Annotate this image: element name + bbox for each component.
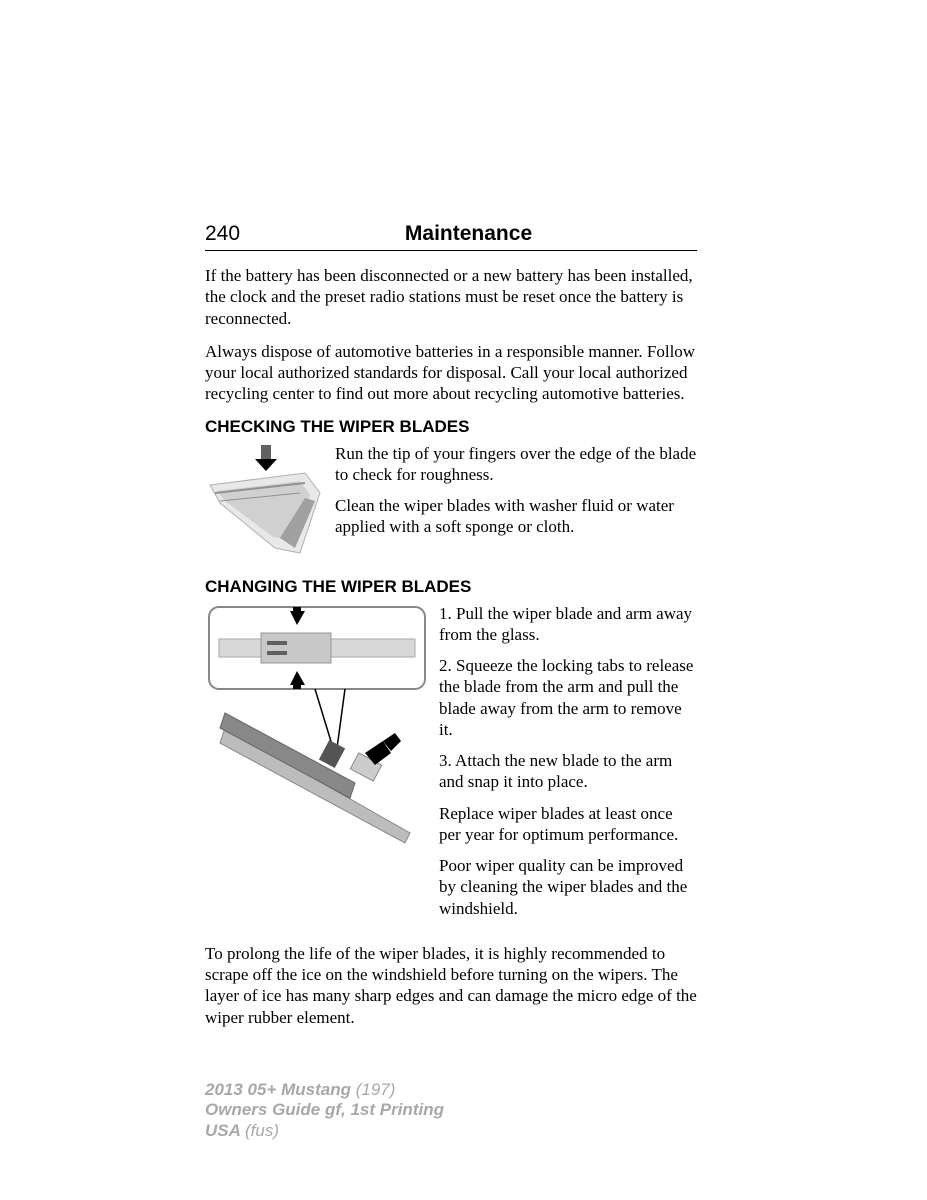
checking-section: Run the tip of your fingers over the edg… bbox=[205, 443, 697, 563]
footer-line-2: Owners Guide gf, 1st Printing bbox=[205, 1100, 444, 1120]
footer-code2: (fus) bbox=[245, 1121, 279, 1140]
changing-p4: Replace wiper blades at least once per y… bbox=[439, 803, 697, 846]
intro-paragraph-1: If the battery has been disconnected or … bbox=[205, 265, 697, 329]
page-number: 240 bbox=[205, 222, 240, 246]
page-footer: 2013 05+ Mustang (197) Owners Guide gf, … bbox=[205, 1080, 444, 1141]
changing-p2: 2. Squeeze the locking tabs to release t… bbox=[439, 655, 697, 740]
wiper-blade-check-icon bbox=[205, 443, 325, 558]
chapter-title: Maintenance bbox=[240, 222, 697, 246]
checking-p2: Clean the wiper blades with washer fluid… bbox=[335, 495, 697, 538]
checking-text: Run the tip of your fingers over the edg… bbox=[335, 443, 697, 563]
changing-closing: To prolong the life of the wiper blades,… bbox=[205, 943, 697, 1028]
wiper-check-illustration bbox=[205, 443, 325, 563]
changing-heading: CHANGING THE WIPER BLADES bbox=[205, 577, 697, 597]
page-content: 240 Maintenance If the battery has been … bbox=[205, 222, 697, 1040]
intro-paragraph-2: Always dispose of automotive batteries i… bbox=[205, 341, 697, 405]
page-header: 240 Maintenance bbox=[205, 222, 697, 251]
footer-line-1: 2013 05+ Mustang (197) bbox=[205, 1080, 444, 1100]
footer-code1: (197) bbox=[356, 1080, 396, 1099]
footer-region: USA bbox=[205, 1121, 245, 1140]
changing-text: 1. Pull the wiper blade and arm away fro… bbox=[439, 603, 697, 929]
footer-line-3: USA (fus) bbox=[205, 1121, 444, 1141]
wiper-blade-change-icon bbox=[205, 603, 429, 853]
changing-p5: Poor wiper quality can be improved by cl… bbox=[439, 855, 697, 919]
changing-p3: 3. Attach the new blade to the arm and s… bbox=[439, 750, 697, 793]
changing-section: 1. Pull the wiper blade and arm away fro… bbox=[205, 603, 697, 929]
changing-p1: 1. Pull the wiper blade and arm away fro… bbox=[439, 603, 697, 646]
checking-heading: CHECKING THE WIPER BLADES bbox=[205, 417, 697, 437]
checking-p1: Run the tip of your fingers over the edg… bbox=[335, 443, 697, 486]
wiper-change-illustration bbox=[205, 603, 429, 929]
footer-model: 2013 05+ Mustang bbox=[205, 1080, 356, 1099]
